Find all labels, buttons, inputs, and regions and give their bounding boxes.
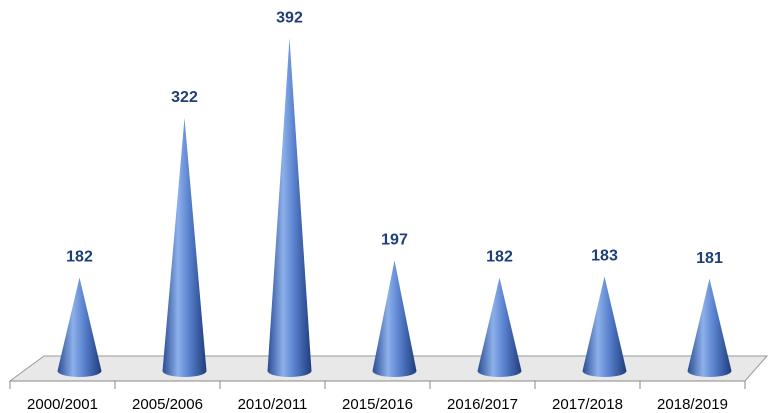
x-tick-label: 2000/2001 [27,396,98,413]
cone [372,260,417,377]
cone-body [477,277,522,377]
cone [267,38,312,378]
value-label: 183 [591,248,618,265]
cone [582,276,627,377]
cone-body [582,276,627,377]
cone-body [372,260,417,377]
x-tick-label: 2017/2018 [552,396,623,413]
value-label: 182 [66,249,93,266]
x-tick-label: 2005/2006 [132,396,203,413]
x-tick-label: 2015/2016 [342,396,413,413]
cone-body [267,38,312,378]
cone [57,277,102,377]
x-tick-label: 2010/2011 [238,396,308,413]
cone-body [57,277,102,377]
cone-body [687,278,732,377]
value-label: 181 [696,250,723,267]
cone [162,117,207,378]
cone [477,277,522,377]
x-tick-label: 2018/2019 [657,396,728,413]
value-label: 322 [171,89,198,106]
value-label: 197 [381,232,408,249]
cone-body [162,117,207,378]
value-label: 182 [486,249,513,266]
cone [687,278,732,377]
value-label: 392 [276,9,303,26]
x-tick-label: 2016/2017 [447,396,518,413]
